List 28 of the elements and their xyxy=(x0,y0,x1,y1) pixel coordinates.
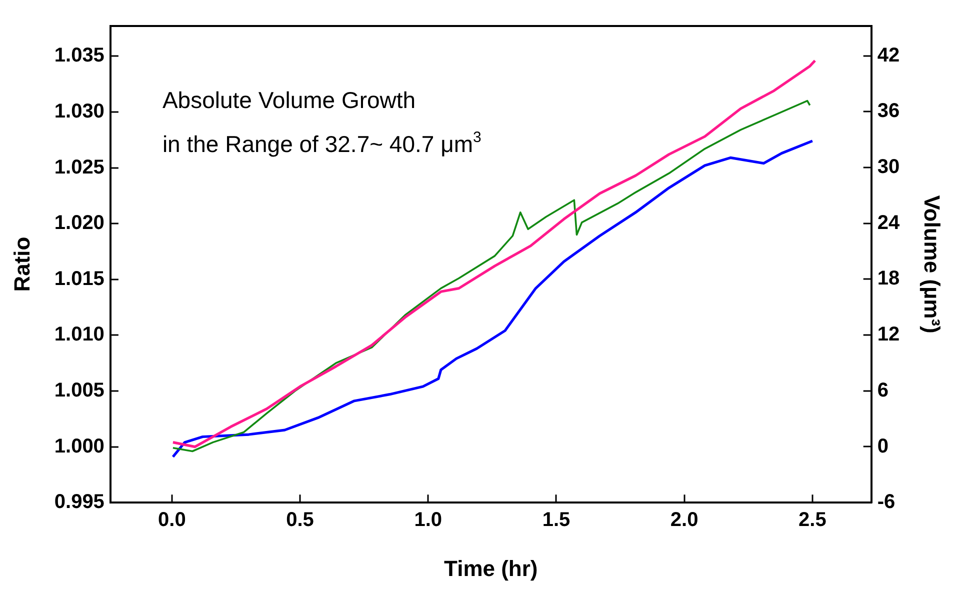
x-axis-title: Time (hr) xyxy=(444,556,538,581)
y2-tick-label: 6 xyxy=(877,379,888,402)
y2-tick-label: -6 xyxy=(877,491,896,514)
y2-tick-label: 36 xyxy=(877,100,900,122)
y-tick-label: 1.030 xyxy=(54,100,104,122)
y-tick-label: 1.000 xyxy=(54,435,104,458)
y-tick-label: 1.015 xyxy=(54,268,104,290)
y2-tick-label: 0 xyxy=(877,435,888,458)
x-tick-label: 1.0 xyxy=(414,509,442,532)
x-tick-label: 1.5 xyxy=(542,509,570,532)
annotation: Absolute Volume Growth xyxy=(162,87,416,113)
y2-tick-label: 42 xyxy=(877,44,900,66)
y2-axis-title: Volume (µm³) xyxy=(920,195,945,334)
y-tick-label: 0.995 xyxy=(54,491,104,514)
y-tick-label: 1.020 xyxy=(54,212,104,234)
y-tick-label: 1.035 xyxy=(54,44,104,67)
x-tick-label: 2.5 xyxy=(798,509,826,532)
y2-tick-label: 12 xyxy=(877,324,900,346)
x-tick-label: 0.0 xyxy=(158,509,186,532)
y2-tick-label: 24 xyxy=(877,212,900,234)
y2-tick-label: 30 xyxy=(877,156,900,178)
y-tick-label: 1.010 xyxy=(54,324,104,346)
x-tick-label: 0.5 xyxy=(286,509,314,532)
y2-tick-label: 18 xyxy=(877,268,900,290)
y-tick-label: 1.005 xyxy=(54,380,104,402)
y-tick-label: 1.025 xyxy=(54,156,104,178)
y-axis-title: Ratio xyxy=(9,236,34,292)
x-tick-label: 2.0 xyxy=(670,509,698,532)
